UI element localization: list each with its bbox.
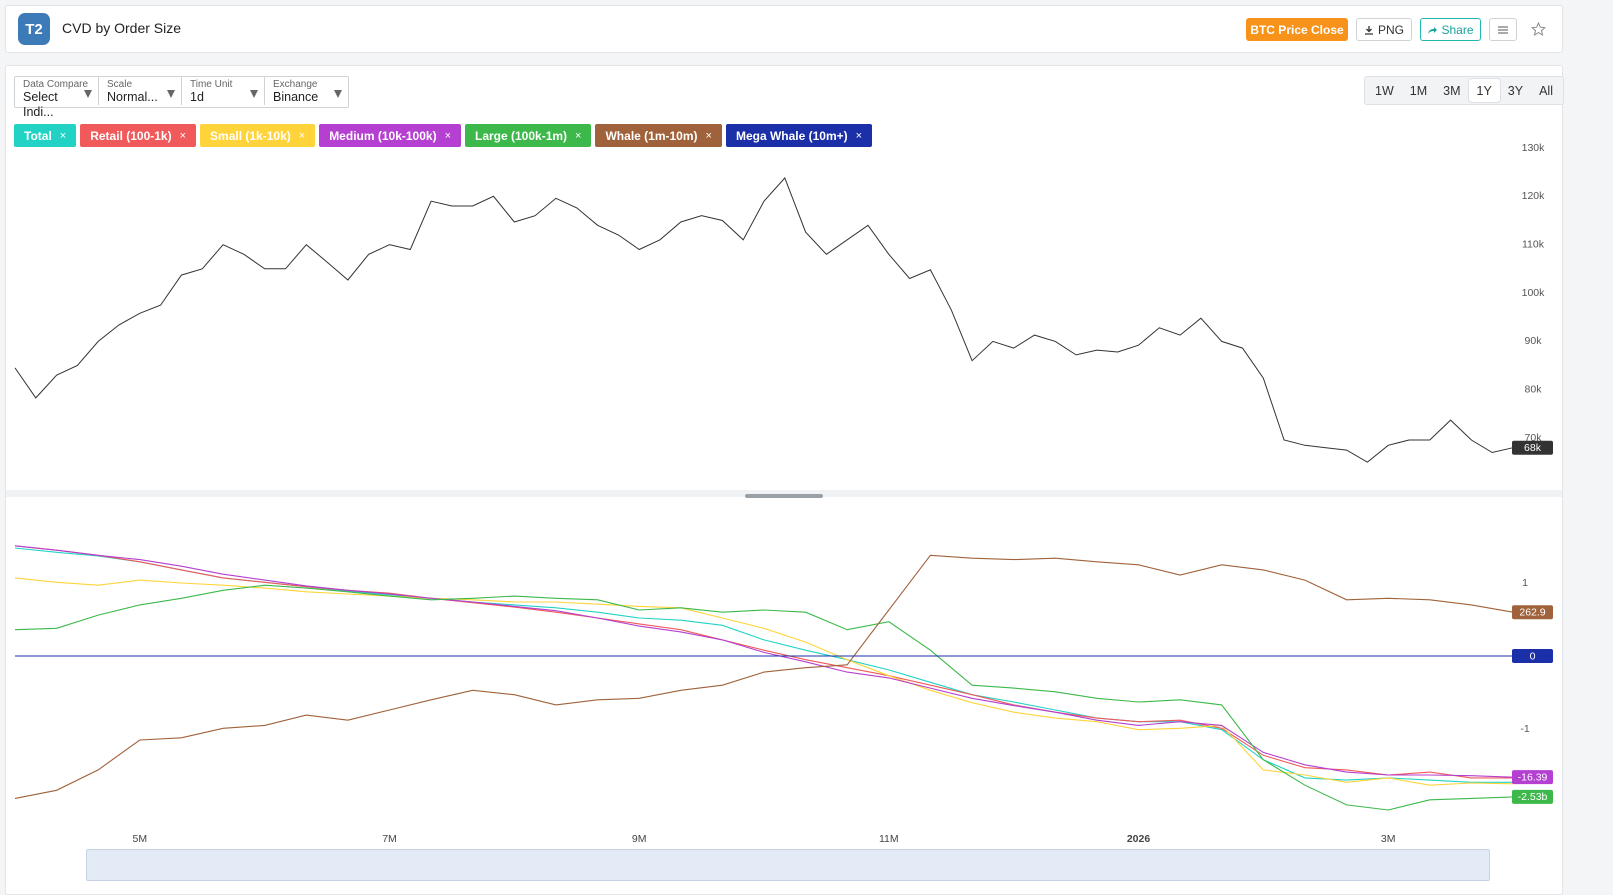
series-chip[interactable]: Large (100k-1m) × (465, 124, 592, 147)
end-label-badge (1512, 770, 1553, 785)
series-line (14, 545, 1514, 778)
dropdown-caret (334, 90, 342, 98)
end-label-badge (1512, 649, 1553, 663)
y-tick-label: 110k (1522, 238, 1545, 250)
chip-close[interactable]: × (59, 129, 67, 142)
navigator[interactable] (86, 849, 1490, 881)
chart-card (5, 65, 1563, 895)
dropdown-label: Scale (107, 79, 133, 90)
series-chip[interactable]: Total × (14, 124, 77, 147)
y-tick-label: 120k (1522, 190, 1546, 202)
chip-close[interactable]: × (705, 129, 712, 142)
png-button[interactable]: PNG (1356, 18, 1412, 41)
end-label: 68k (1524, 442, 1542, 454)
y-tick-label: 130k (1522, 142, 1546, 154)
chip-name: Small (1k-10k) (210, 128, 291, 143)
range-button[interactable]: 1Y (1468, 79, 1500, 102)
y-tick-label: 100k (1522, 287, 1546, 299)
dropdown-value: Normal... (107, 90, 158, 104)
share-label: Share (1441, 22, 1474, 37)
chip-name: Total (24, 128, 52, 143)
chip-name: Mega Whale (10m+) (735, 128, 848, 143)
controls: Data Compare Select Indi... Scale Normal...… (14, 76, 349, 119)
chip-close[interactable]: × (855, 129, 863, 142)
page-title: CVD by Order Size (62, 20, 182, 36)
dropdown-value: Binance (273, 90, 319, 104)
range-button[interactable]: 1M (1409, 83, 1428, 98)
chip-name: Medium (10k-100k) (329, 128, 437, 143)
favorite-star[interactable] (1531, 22, 1546, 37)
share-icon (1428, 26, 1438, 34)
dropdown-label: Exchange (273, 79, 318, 90)
y-tick-label: 80k (1525, 383, 1543, 395)
end-label-badge (1512, 440, 1553, 455)
series-line (14, 577, 1514, 786)
pane-divider (6, 490, 1562, 497)
y-tick-label: -1 (1520, 723, 1529, 735)
range-button[interactable]: 1W (1375, 83, 1394, 98)
range-button[interactable]: All (1539, 83, 1553, 98)
dropdown-label: Data Compare (23, 79, 89, 90)
x-tick-label: 11M (879, 833, 899, 845)
dropdown-caret (250, 90, 258, 98)
download-icon (1364, 25, 1373, 35)
series-chip[interactable]: Retail (100-1k) × (80, 124, 197, 147)
series-line (14, 584, 1514, 811)
end-label: 0 (1530, 650, 1536, 662)
chip-name: Large (100k-1m) (475, 128, 568, 143)
dropdown-caret (167, 90, 175, 98)
end-label-badge (1512, 789, 1553, 804)
range-button[interactable]: 3Y (1507, 83, 1524, 98)
end-label: -2.53b (1518, 791, 1548, 803)
series-line (14, 545, 1513, 779)
x-tick-label: 3M (1381, 833, 1396, 845)
share-button[interactable]: Share (1420, 18, 1481, 41)
chip-close[interactable]: × (179, 129, 187, 142)
x-tick-label: 5M (133, 833, 148, 845)
x-tick-label: 2026 (1127, 833, 1151, 845)
range-button[interactable]: 3M (1443, 83, 1461, 98)
pane-resize-handle[interactable] (745, 494, 823, 498)
settings-icon (1498, 26, 1508, 33)
x-tick-label: 9M (632, 833, 647, 845)
dropdown-caret (84, 90, 92, 98)
dropdown-value: 1d (190, 90, 204, 104)
series-line (14, 177, 1514, 463)
series-chip[interactable]: Whale (1m-10m) × (595, 124, 722, 147)
chip-close[interactable]: × (575, 129, 582, 142)
y-tick-label: 1 (1522, 577, 1528, 589)
series-line (14, 547, 1513, 783)
settings-button[interactable] (1489, 18, 1517, 41)
logo: T2 (18, 13, 50, 45)
chip-close[interactable]: × (444, 129, 451, 142)
png-label: PNG (1377, 22, 1404, 37)
dropdown[interactable]: Time Unit 1d (182, 77, 265, 105)
price-toggle-button[interactable]: BTC Price Close (1246, 18, 1348, 41)
x-tick-label: 7M (382, 833, 397, 845)
end-label-badge (1512, 605, 1553, 620)
series-chips: Total × Retail (100-1k) × Small (1k-10k) × Med… (14, 124, 873, 147)
series-chip[interactable]: Mega Whale (10m+) × (725, 124, 873, 147)
end-label: 262.9 (1519, 606, 1545, 618)
series-line (14, 554, 1514, 799)
end-label: -16.39 (1518, 771, 1548, 783)
chip-name: Retail (100-1k) (90, 128, 172, 143)
dropdown[interactable]: Exchange Binance (265, 77, 348, 105)
dropdown-label: Time Unit (190, 79, 233, 90)
chip-name: Whale (1m-10m) (605, 128, 698, 143)
y-tick-label: 90k (1525, 335, 1543, 347)
series-chip[interactable]: Medium (10k-100k) × (319, 124, 461, 147)
chip-close[interactable]: × (298, 129, 306, 142)
dropdown-value: Select Indi... (23, 90, 58, 119)
series-chip[interactable]: Small (1k-10k) × (200, 124, 316, 147)
dropdown[interactable]: Scale Normal... (99, 77, 182, 105)
dropdown[interactable]: Data Compare Select Indi... (15, 77, 99, 119)
range-selector: 1W 1M 3M 1Y 3Y All (1364, 76, 1564, 105)
